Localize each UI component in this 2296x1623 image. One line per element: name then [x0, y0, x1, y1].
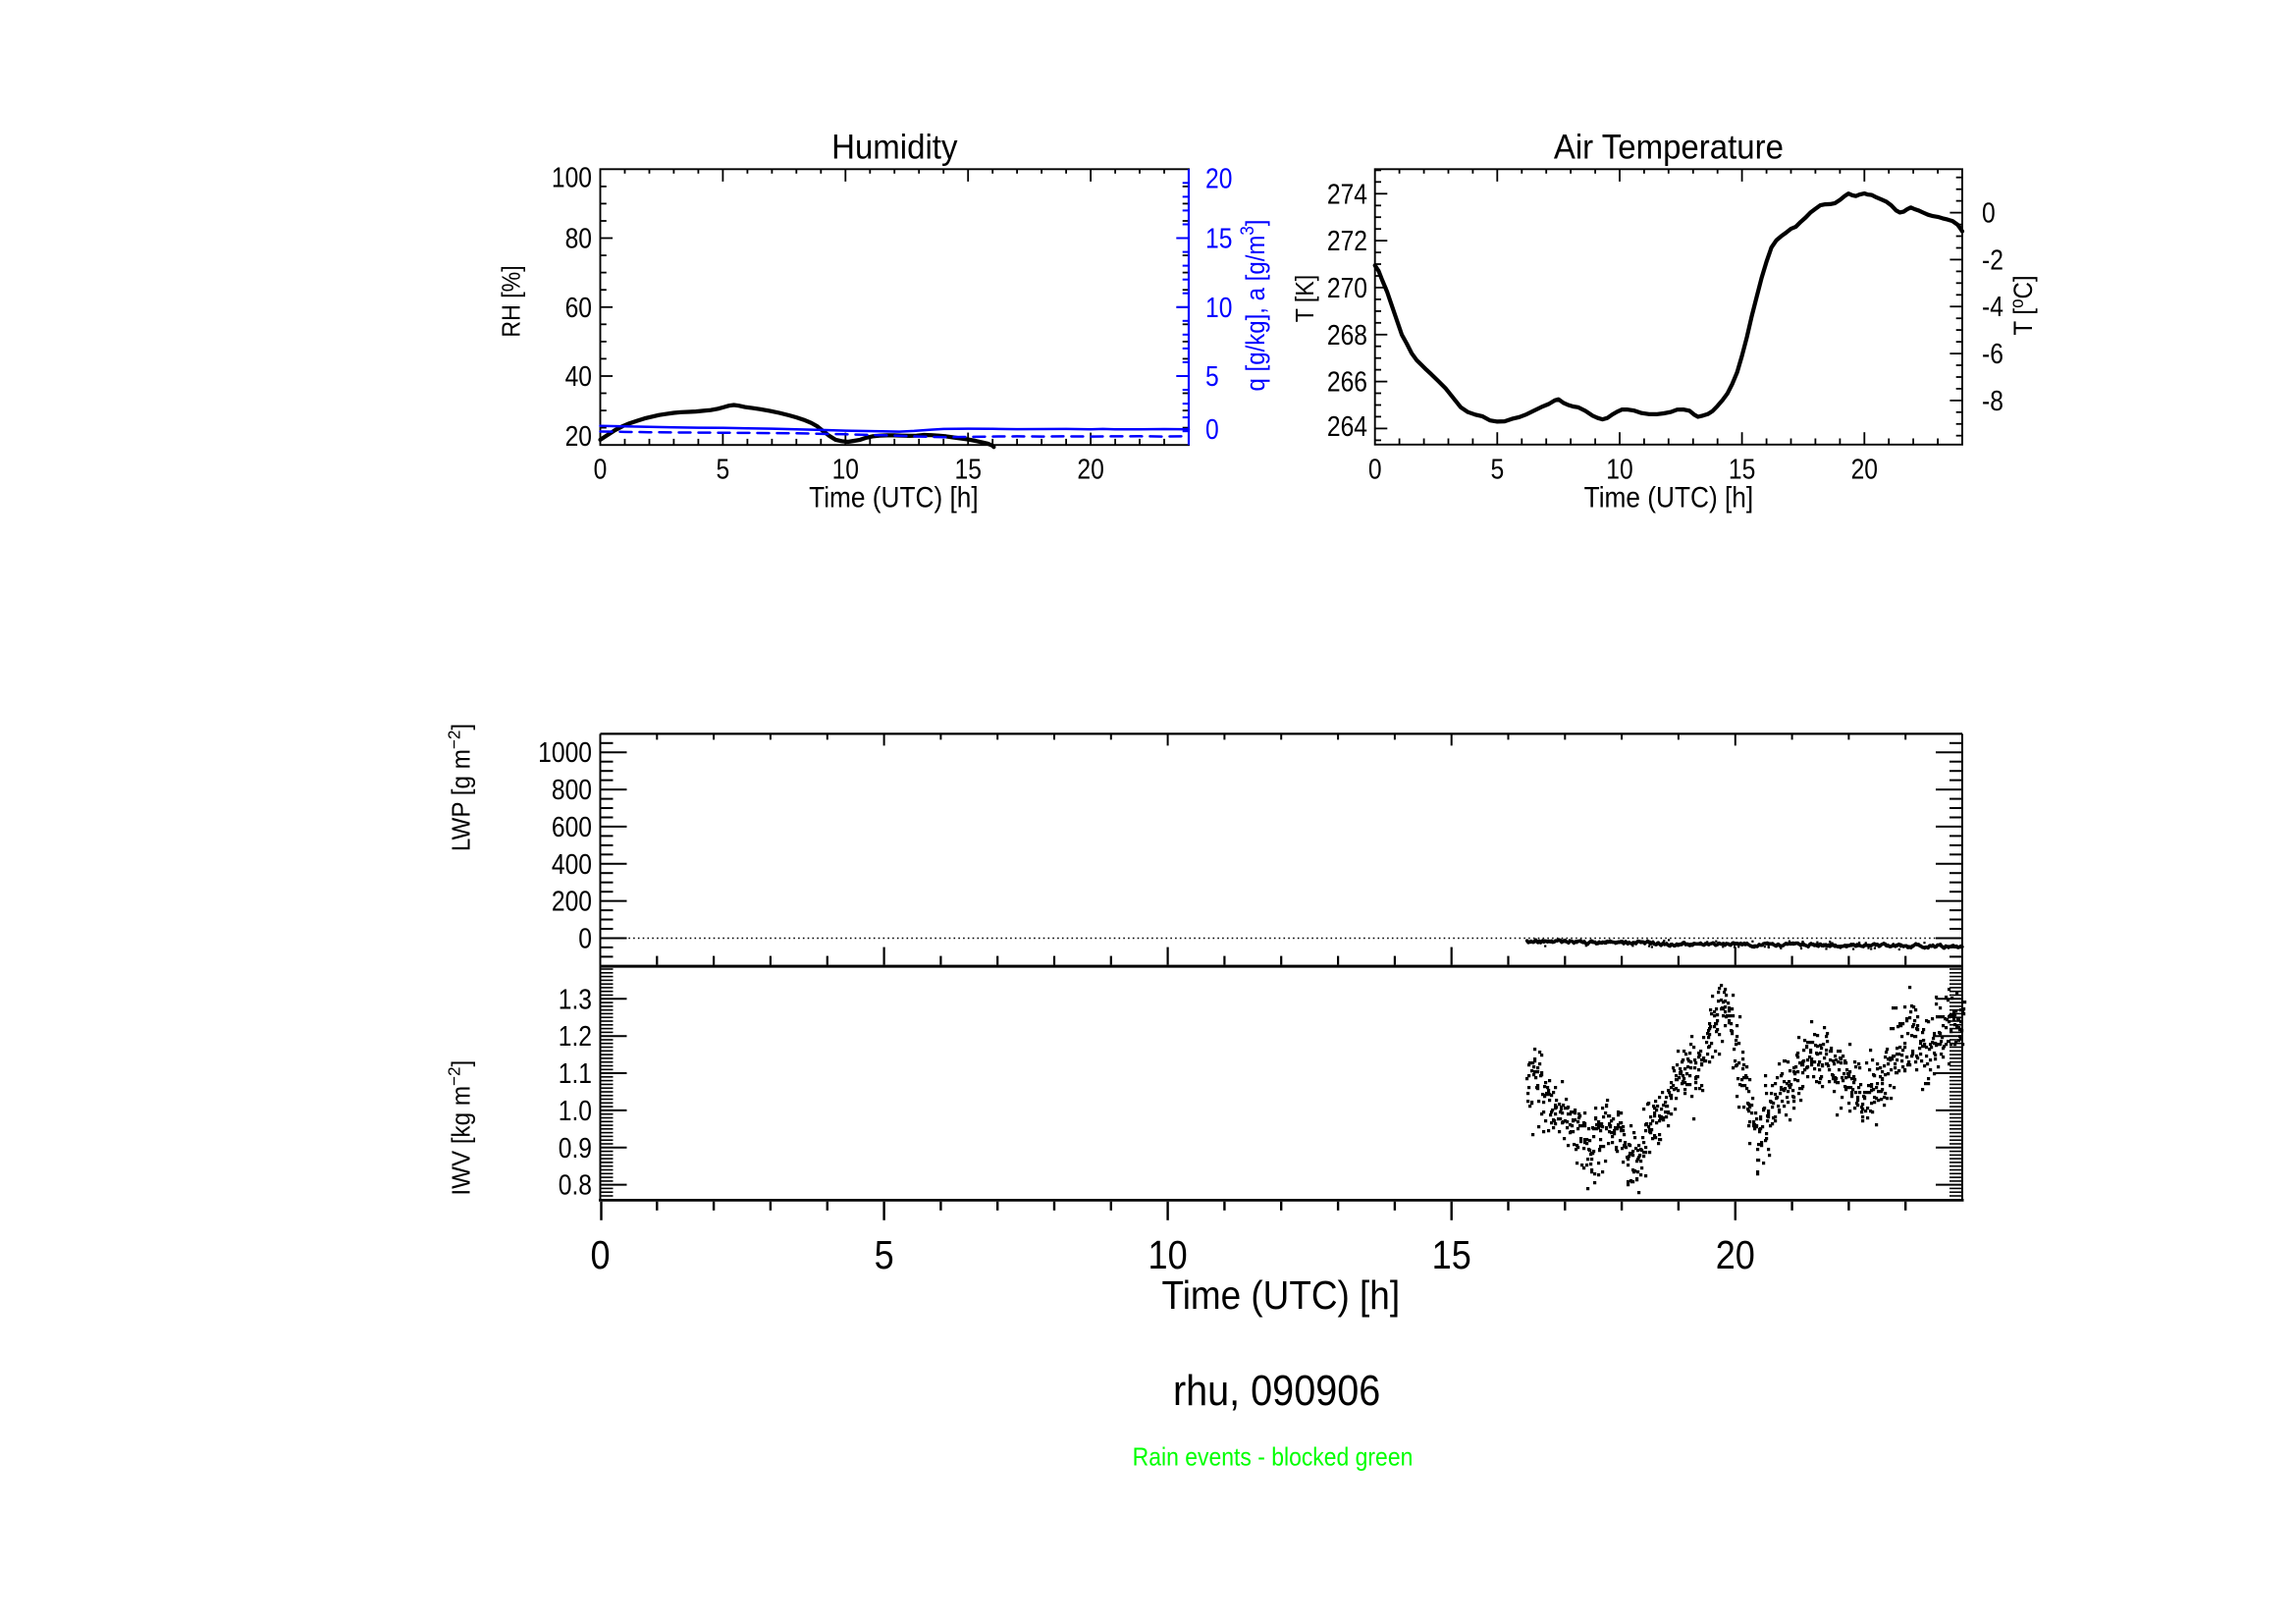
svg-text:272: 272 — [1327, 225, 1367, 256]
svg-text:T [K]: T [K] — [1292, 275, 1320, 322]
svg-text:80: 80 — [565, 223, 592, 254]
svg-text:10: 10 — [1205, 292, 1232, 323]
svg-text:60: 60 — [565, 292, 592, 323]
svg-text:1.3: 1.3 — [559, 983, 592, 1014]
svg-text:274: 274 — [1327, 178, 1367, 209]
svg-text:LWP [g m−2]: LWP [g m−2] — [444, 724, 476, 851]
svg-text:-8: -8 — [1982, 385, 2003, 416]
svg-text:15: 15 — [1432, 1233, 1471, 1278]
svg-text:Air Temperature: Air Temperature — [1554, 128, 1784, 166]
svg-text:10: 10 — [1606, 454, 1632, 485]
svg-text:Rain events - blocked green: Rain events - blocked green — [1133, 1443, 1414, 1471]
svg-text:15: 15 — [1729, 454, 1755, 485]
svg-text:1.1: 1.1 — [559, 1057, 592, 1089]
svg-text:Humidity: Humidity — [831, 128, 958, 166]
svg-text:0: 0 — [578, 923, 592, 954]
svg-text:400: 400 — [552, 848, 592, 880]
svg-text:20: 20 — [565, 420, 592, 452]
svg-text:1000: 1000 — [538, 736, 592, 768]
svg-text:Time (UTC) [h]: Time (UTC) [h] — [1584, 481, 1753, 514]
svg-text:5: 5 — [1205, 360, 1219, 392]
svg-text:IWV [kg m−2]: IWV [kg m−2] — [444, 1060, 476, 1196]
svg-text:20: 20 — [1077, 454, 1103, 485]
svg-text:0.8: 0.8 — [559, 1169, 592, 1201]
svg-text:266: 266 — [1327, 366, 1367, 398]
svg-text:-2: -2 — [1982, 244, 2003, 276]
svg-text:600: 600 — [552, 811, 592, 842]
svg-text:q [g/kg], a [g/m3]: q [g/kg], a [g/m3] — [1237, 220, 1270, 392]
svg-text:10: 10 — [1148, 1233, 1188, 1278]
svg-text:0.9: 0.9 — [559, 1132, 592, 1163]
svg-text:5: 5 — [875, 1233, 894, 1278]
svg-text:RH [%]: RH [%] — [498, 265, 526, 337]
svg-text:264: 264 — [1327, 410, 1367, 442]
svg-text:0: 0 — [1982, 197, 1996, 229]
svg-text:5: 5 — [717, 454, 730, 485]
svg-text:Time (UTC) [h]: Time (UTC) [h] — [1162, 1273, 1401, 1318]
svg-text:1.0: 1.0 — [559, 1095, 592, 1126]
svg-text:20: 20 — [1205, 163, 1232, 194]
svg-text:40: 40 — [565, 360, 592, 392]
svg-text:20: 20 — [1716, 1233, 1755, 1278]
svg-text:800: 800 — [552, 774, 592, 805]
svg-text:T [oC]: T [oC] — [2006, 275, 2038, 335]
svg-text:-4: -4 — [1982, 291, 2003, 322]
svg-text:5: 5 — [1490, 454, 1504, 485]
svg-text:268: 268 — [1327, 319, 1367, 351]
svg-text:Time (UTC) [h]: Time (UTC) [h] — [809, 481, 978, 514]
svg-text:0: 0 — [1368, 454, 1382, 485]
svg-text:20: 20 — [1851, 454, 1878, 485]
svg-text:1.2: 1.2 — [559, 1020, 592, 1052]
svg-text:10: 10 — [832, 454, 859, 485]
svg-text:0: 0 — [594, 454, 608, 485]
svg-text:-6: -6 — [1982, 338, 2003, 369]
svg-text:0: 0 — [590, 1233, 610, 1278]
svg-text:200: 200 — [552, 886, 592, 917]
svg-text:0: 0 — [1205, 413, 1219, 445]
svg-text:15: 15 — [954, 454, 981, 485]
svg-text:rhu, 090906: rhu, 090906 — [1173, 1366, 1380, 1414]
svg-text:15: 15 — [1205, 223, 1232, 254]
svg-text:270: 270 — [1327, 272, 1367, 303]
svg-text:100: 100 — [552, 162, 592, 193]
